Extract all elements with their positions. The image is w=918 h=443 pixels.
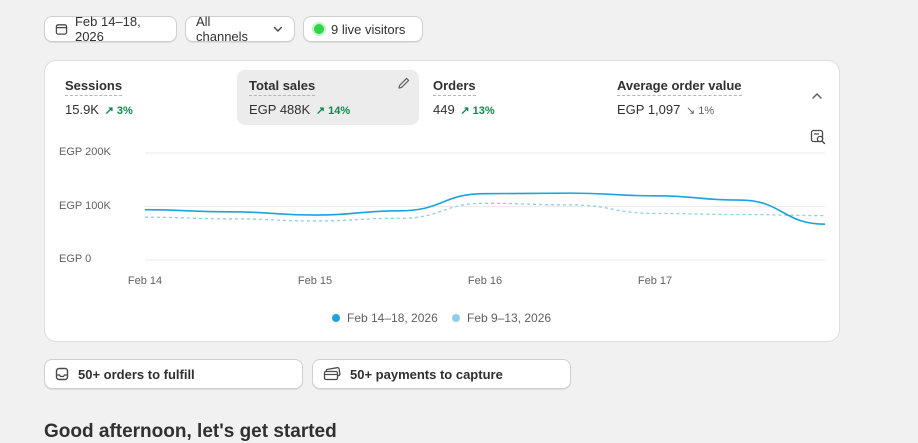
- x-tick-label: Feb 16: [467, 275, 503, 287]
- legend-previous[interactable]: Feb 9–13, 2026: [452, 311, 551, 325]
- channel-label: All channels: [196, 14, 249, 44]
- chevron-up-icon[interactable]: [810, 89, 824, 103]
- chevron-down-icon: [273, 26, 283, 33]
- date-range-label: Feb 14–18, 2026: [74, 14, 141, 44]
- card-icon: [323, 367, 341, 381]
- x-tick-label: Feb 17: [637, 275, 673, 287]
- x-tick-label: Feb 14: [127, 275, 163, 287]
- x-tick-label: Feb 15: [297, 275, 333, 287]
- metric-orders[interactable]: Orders 449 ↗ 13%: [421, 70, 603, 125]
- metric-sessions[interactable]: Sessions 15.9K ↗ 3%: [53, 70, 235, 125]
- live-dot-icon: [314, 24, 324, 34]
- metric-value: 449 ↗ 13%: [433, 102, 495, 117]
- series-line-previous: [144, 202, 826, 222]
- greeting-heading: Good afternoon, let's get started: [44, 421, 337, 442]
- metric-label: Orders: [433, 78, 476, 96]
- orders-delta: ↗ 13%: [460, 105, 495, 117]
- payments-to-capture-button[interactable]: 50+ payments to capture: [312, 359, 571, 389]
- orders-to-fulfill-button[interactable]: 50+ orders to fulfill: [44, 359, 303, 389]
- y-tick-label: EGP 100K: [59, 200, 111, 212]
- legend-current-label: Feb 14–18, 2026: [347, 311, 438, 325]
- metric-value: EGP 488K ↗ 14%: [249, 102, 350, 117]
- orders-value: 449: [433, 102, 455, 117]
- live-visitors-button[interactable]: 9 live visitors: [303, 16, 423, 42]
- metric-total-sales[interactable]: Total sales EGP 488K ↗ 14%: [237, 70, 419, 125]
- payments-to-capture-label: 50+ payments to capture: [350, 366, 503, 382]
- channel-select[interactable]: All channels: [185, 14, 295, 44]
- total-sales-delta: ↗ 14%: [315, 105, 351, 117]
- metric-value: 15.9K ↗ 3%: [65, 102, 133, 117]
- legend-previous-label: Feb 9–13, 2026: [467, 311, 552, 325]
- metric-label: Total sales: [249, 78, 316, 96]
- aov-delta: ↘ 1%: [686, 105, 715, 117]
- live-visitors-label: 9 live visitors: [331, 21, 406, 37]
- metric-label: Sessions: [65, 78, 123, 96]
- legend-current[interactable]: Feb 14–18, 2026: [332, 311, 438, 325]
- analytics-card: Sessions 15.9K ↗ 3% Total sales EGP 488K…: [44, 60, 840, 342]
- orders-to-fulfill-label: 50+ orders to fulfill: [78, 366, 195, 382]
- series-line-current: [144, 192, 826, 225]
- metric-value: EGP 1,097 ↘ 1%: [617, 102, 714, 117]
- calendar-icon: [55, 24, 68, 35]
- y-tick-label: EGP 0: [59, 253, 92, 265]
- sessions-value: 15.9K: [65, 102, 99, 117]
- legend-previous-swatch: [452, 314, 460, 322]
- aov-value: EGP 1,097: [617, 102, 681, 117]
- pencil-icon[interactable]: [397, 76, 411, 90]
- date-range-button[interactable]: Feb 14–18, 2026: [44, 14, 177, 44]
- metric-average-order-value[interactable]: Average order value EGP 1,097 ↘ 1%: [605, 70, 805, 125]
- legend-current-swatch: [332, 314, 340, 322]
- total-sales-value: EGP 488K: [249, 102, 311, 117]
- inbox-icon: [55, 367, 69, 381]
- y-tick-label: EGP 200K: [59, 146, 111, 158]
- sessions-delta: ↗ 3%: [104, 105, 133, 117]
- search-chart-icon[interactable]: [810, 129, 826, 145]
- metric-label: Average order value: [617, 78, 742, 96]
